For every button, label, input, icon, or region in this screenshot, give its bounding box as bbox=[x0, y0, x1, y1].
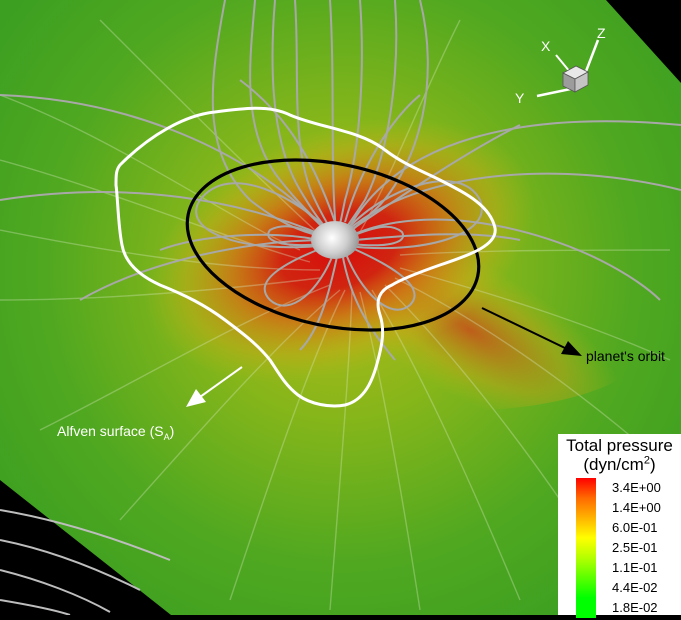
legend-swatch bbox=[576, 538, 596, 558]
legend-value: 1.8E-02 bbox=[612, 600, 658, 615]
legend-value: 2.5E-01 bbox=[612, 540, 658, 555]
field-lines bbox=[0, 0, 681, 361]
legend-entry: 3.4E+00 bbox=[576, 478, 681, 498]
alfven-surface-contour bbox=[114, 106, 497, 408]
legend-swatch bbox=[576, 518, 596, 538]
legend-swatch bbox=[576, 498, 596, 518]
field-lines-lower bbox=[0, 509, 171, 616]
legend-value: 1.1E-01 bbox=[612, 560, 658, 575]
legend-swatch bbox=[576, 478, 596, 498]
axis-triad-cube bbox=[562, 65, 589, 93]
legend-entry: 1.4E+00 bbox=[576, 498, 681, 518]
axis-z-label: Z bbox=[597, 25, 606, 41]
alfven-surface-arrow bbox=[186, 366, 243, 407]
legend-value: 3.4E+00 bbox=[612, 480, 661, 495]
legend-value: 6.0E-01 bbox=[612, 520, 658, 535]
legend-swatch bbox=[576, 598, 596, 618]
axis-triad: X Y Z bbox=[515, 25, 606, 106]
legend-entry: 6.0E-01 bbox=[576, 518, 681, 538]
planet-orbit-label: planet's orbit bbox=[586, 348, 665, 364]
legend-value: 1.4E+00 bbox=[612, 500, 661, 515]
star-sphere bbox=[311, 221, 359, 259]
axis-y-label: Y bbox=[515, 90, 525, 106]
legend-swatch bbox=[576, 578, 596, 598]
legend-entry: 2.5E-01 bbox=[576, 538, 681, 558]
legend-entry: 1.8E-02 bbox=[576, 598, 681, 618]
planet-orbit-arrow bbox=[481, 307, 582, 356]
legend-entry: 1.1E-01 bbox=[576, 558, 681, 578]
axis-x-label: X bbox=[541, 38, 551, 54]
legend-entry: 4.4E-02 bbox=[576, 578, 681, 598]
legend-swatch bbox=[576, 558, 596, 578]
legend-title: Total pressure (dyn/cm2) bbox=[566, 436, 673, 474]
alfven-surface-label: Alfven surface (SA) bbox=[57, 423, 174, 442]
legend-value: 4.4E-02 bbox=[612, 580, 658, 595]
pressure-legend: Total pressure (dyn/cm2) 3.4E+00 1.4E+00 6… bbox=[558, 434, 681, 618]
planet-orbit-ellipse bbox=[185, 158, 481, 332]
